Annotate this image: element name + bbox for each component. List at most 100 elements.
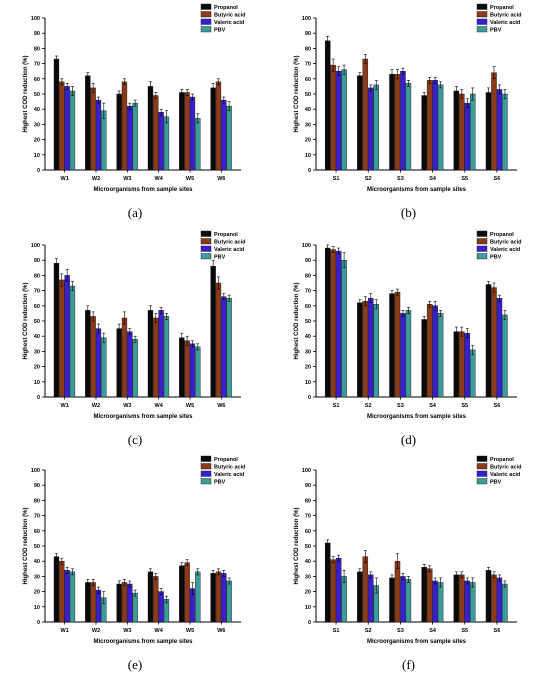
bar	[324, 542, 331, 623]
x-tick-label: W4	[155, 176, 164, 182]
bar	[496, 89, 503, 171]
legend-swatch	[476, 455, 488, 462]
bar	[210, 573, 216, 623]
legend-label: Butyric acid	[214, 240, 245, 246]
legend-label: Butyric acid	[490, 13, 521, 19]
y-tick-label: 100	[302, 16, 311, 22]
bar	[368, 298, 374, 398]
legend-swatch	[200, 463, 212, 470]
bar	[179, 92, 185, 171]
bar	[158, 112, 164, 171]
y-tick-label: 30	[305, 349, 311, 355]
y-tick-label: 10	[34, 153, 40, 159]
bar	[147, 310, 154, 398]
legend-swatch	[200, 470, 212, 477]
bar	[502, 314, 508, 398]
y-tick-label: 20	[305, 365, 311, 371]
bar	[496, 577, 503, 623]
bar	[127, 583, 133, 623]
bar	[453, 90, 460, 171]
bar	[405, 579, 412, 623]
legend-label: Propanol	[214, 232, 238, 238]
bar	[341, 69, 347, 171]
bar	[459, 93, 465, 171]
bar	[496, 298, 503, 398]
bar	[324, 40, 331, 171]
y-tick-label: 90	[34, 258, 40, 264]
y-axis-label: Highest COD reduction (%)	[294, 282, 300, 359]
y-tick-label: 100	[302, 468, 311, 474]
bar	[426, 80, 433, 171]
bar	[163, 116, 170, 171]
y-tick-label: 70	[305, 62, 311, 68]
y-axis-label: Highest COD reduction (%)	[23, 55, 29, 132]
x-tick-label: W2	[92, 403, 100, 409]
chart-panel-3: 0 10 20 30 40 50 60 70 80 90 100 Highest COD reduct…	[23, 230, 245, 447]
bar	[335, 70, 342, 171]
legend-label: Valeric acid	[490, 247, 520, 253]
y-tick-label: 80	[34, 498, 40, 504]
y-tick-label: 10	[305, 153, 311, 159]
y-tick-label: 80	[305, 498, 311, 504]
x-tick-label: W6	[217, 628, 225, 634]
bar	[362, 58, 369, 171]
y-tick-label: 30	[34, 574, 40, 580]
y-tick-label: 50	[34, 92, 40, 98]
panel-label: (b)	[401, 205, 416, 220]
y-tick-label: 30	[305, 574, 311, 580]
y-tick-label: 60	[305, 529, 311, 535]
legend-swatch	[200, 11, 212, 18]
x-tick-label: S2	[365, 176, 372, 182]
legend-swatch	[476, 26, 488, 33]
x-tick-label: S4	[429, 403, 437, 409]
bar	[373, 304, 379, 398]
legend-swatch	[476, 470, 488, 477]
legend-swatch	[200, 245, 212, 252]
legend-label: Valeric acid	[214, 247, 244, 253]
bar	[437, 313, 444, 398]
legend-swatch	[200, 478, 212, 485]
x-tick-label: S3	[397, 403, 404, 409]
y-tick-label: 80	[34, 273, 40, 279]
bar	[179, 565, 185, 623]
bar	[189, 343, 196, 398]
bar	[330, 64, 336, 171]
x-axis-label: Microorganisms from sample sites	[93, 414, 193, 420]
bar	[221, 296, 227, 398]
bar	[357, 75, 363, 171]
bar	[421, 95, 427, 171]
legend-label: Butyric acid	[490, 465, 521, 471]
x-tick-label: W4	[155, 403, 164, 409]
x-axis-label: Microorganisms from sample sites	[93, 187, 193, 193]
bar	[64, 275, 70, 398]
bar	[116, 93, 122, 171]
panel-label: (c)	[128, 432, 142, 447]
bar	[400, 576, 406, 623]
bar	[121, 582, 128, 623]
bar	[389, 74, 395, 171]
bar	[226, 298, 232, 398]
legend-label: PBV	[490, 255, 502, 261]
bar	[153, 576, 159, 623]
x-tick-label: W6	[217, 176, 225, 182]
bar	[64, 86, 70, 171]
bar	[426, 304, 433, 398]
bar	[330, 559, 336, 623]
bar	[373, 84, 379, 171]
bar	[368, 574, 374, 623]
legend-swatch	[476, 463, 488, 470]
bar	[132, 102, 138, 171]
x-tick-label: W1	[61, 403, 69, 409]
chart-panel-6: 0 10 20 30 40 50 60 70 80 90 100 Highest COD reduct…	[294, 455, 521, 672]
y-tick-label: 10	[305, 605, 311, 611]
legend-label: Valeric acid	[490, 20, 520, 26]
legend-swatch	[476, 238, 488, 245]
legend-swatch	[476, 478, 488, 485]
bar	[95, 328, 102, 398]
bar	[90, 87, 96, 171]
y-tick-label: 100	[31, 243, 40, 249]
bar	[357, 302, 363, 398]
bar	[330, 249, 336, 398]
legend-label: PBV	[214, 480, 226, 486]
legend-swatch	[200, 230, 212, 237]
